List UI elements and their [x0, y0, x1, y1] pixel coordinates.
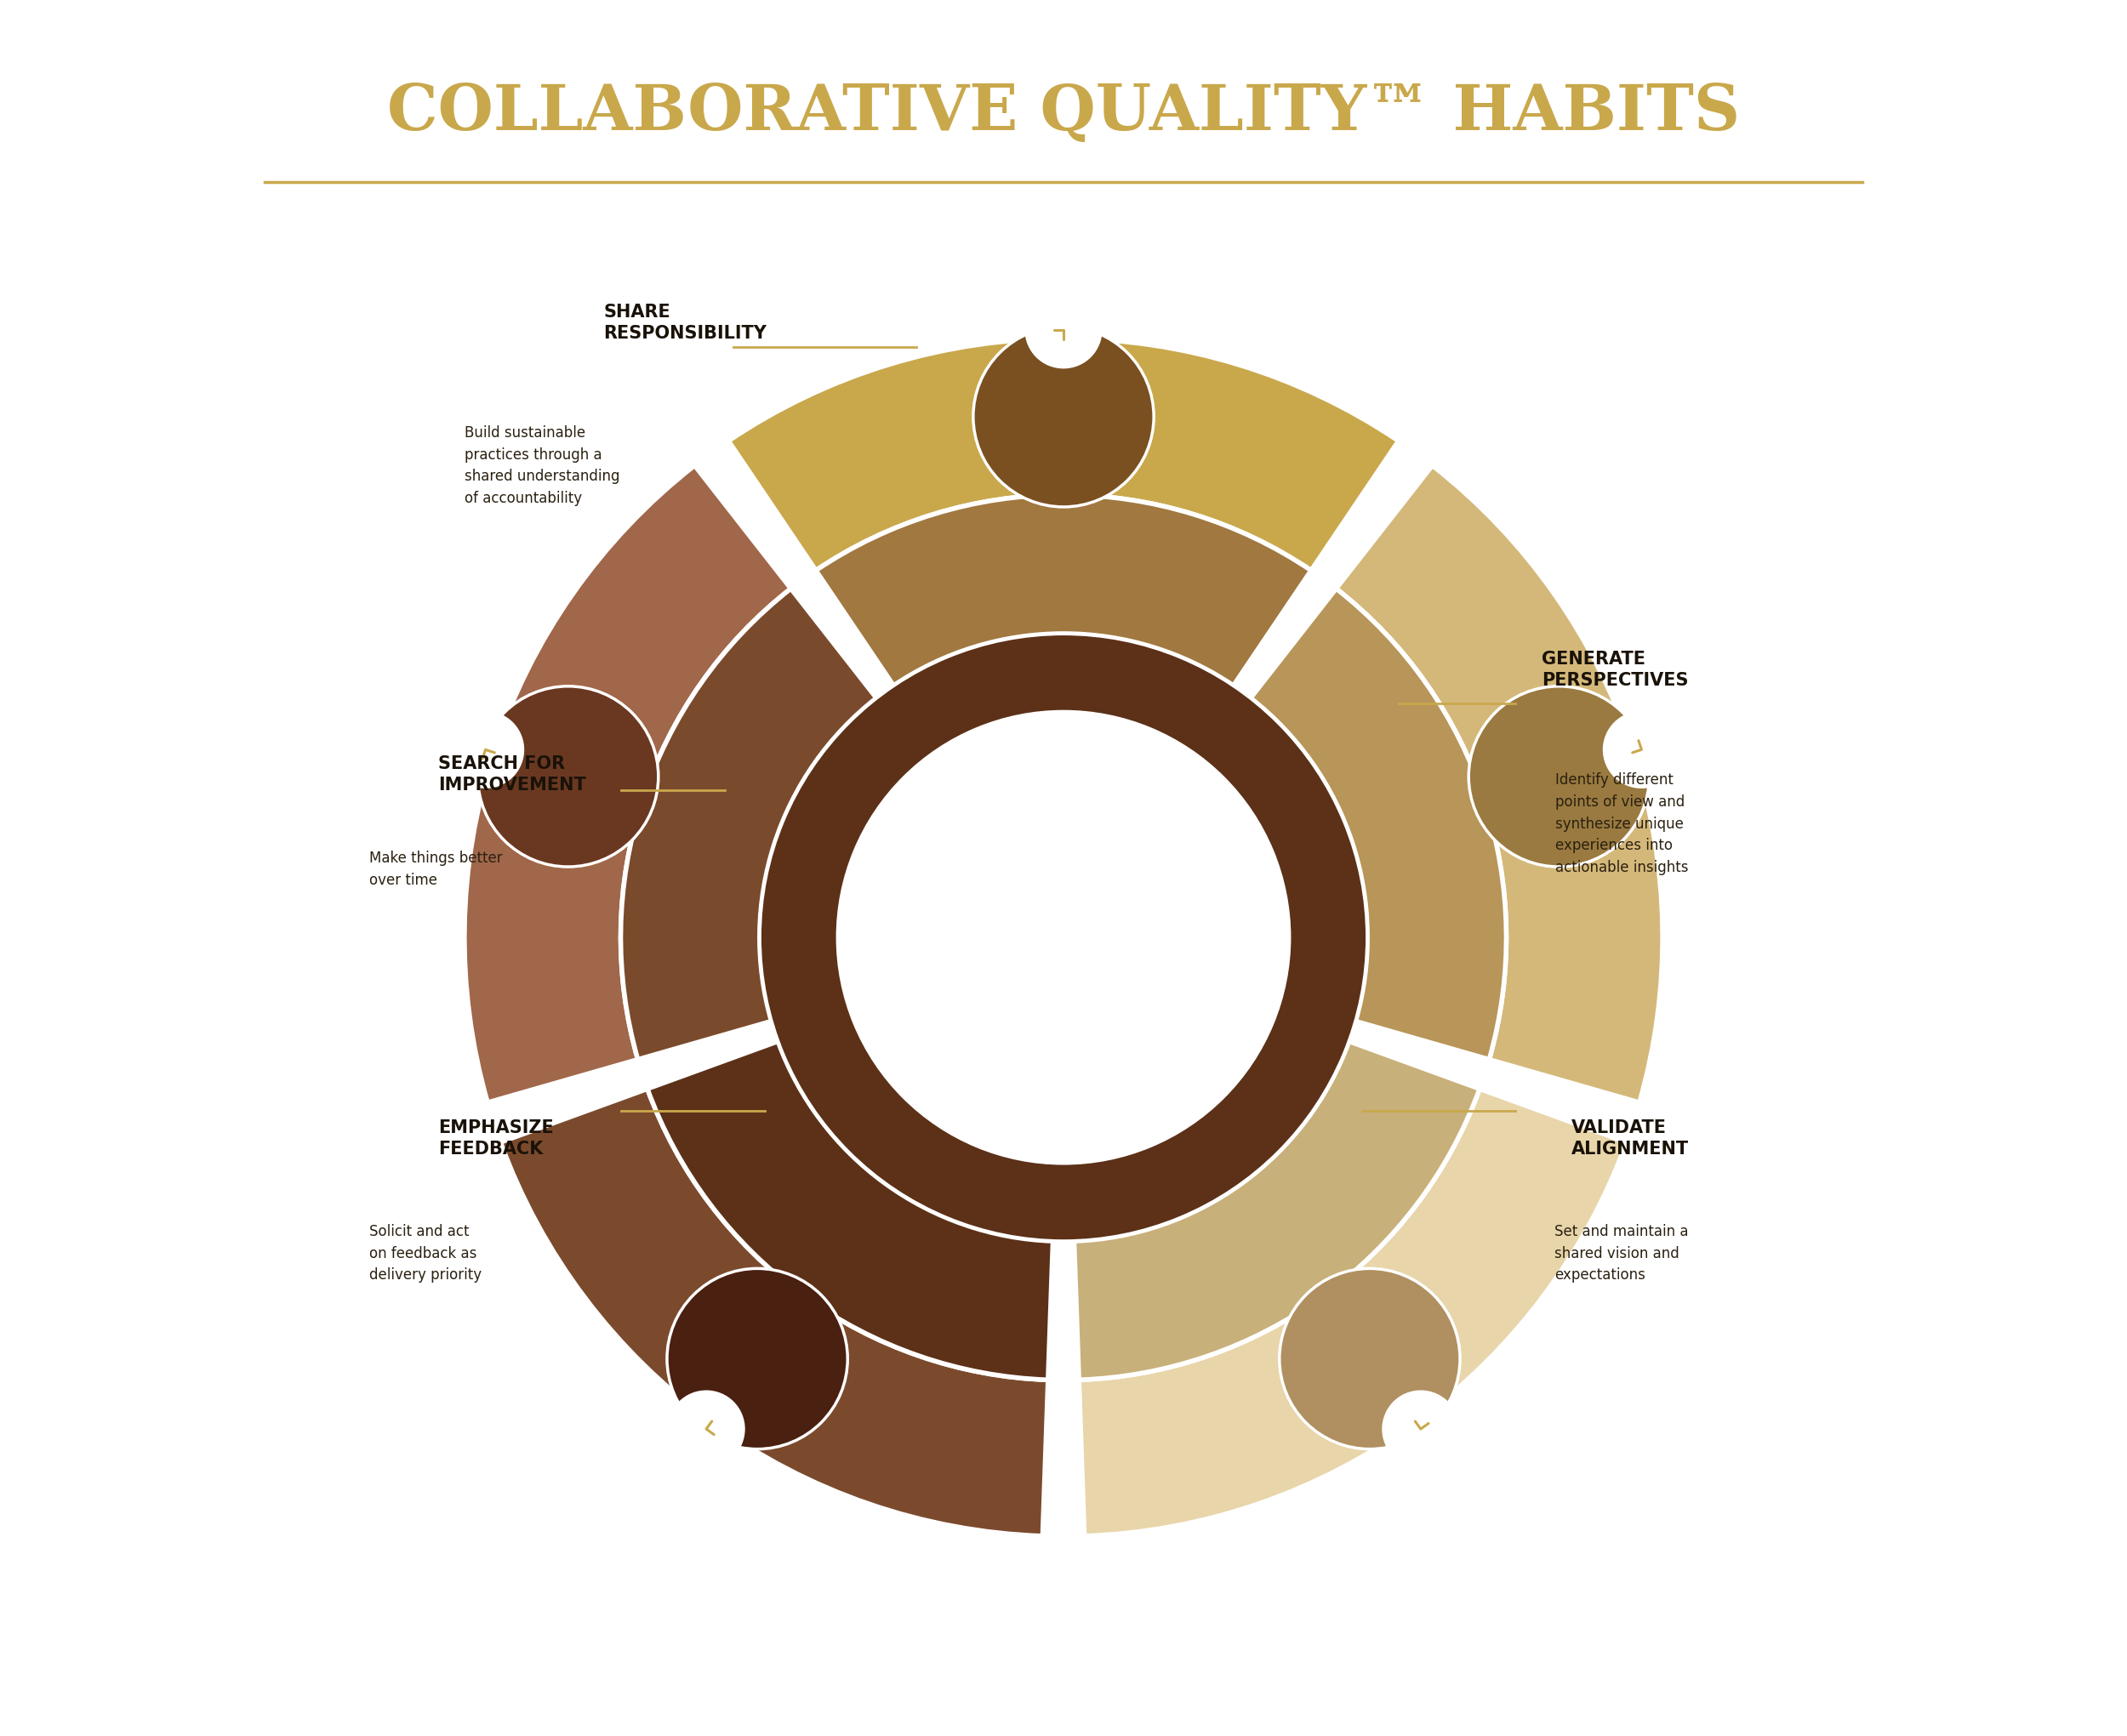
Wedge shape	[1074, 1042, 1480, 1380]
Wedge shape	[759, 634, 1368, 1241]
Text: Identify different
points of view and
synthesize unique
experiences into
actiona: Identify different points of view and sy…	[1555, 773, 1689, 875]
Wedge shape	[817, 495, 1310, 686]
Wedge shape	[1336, 465, 1663, 1102]
Circle shape	[1383, 1391, 1459, 1467]
Text: EMPHASIZE
FEEDBACK: EMPHASIZE FEEDBACK	[438, 1120, 553, 1158]
Circle shape	[1025, 292, 1102, 368]
Text: COLLABORATIVE QUALITY™ HABITS: COLLABORATIVE QUALITY™ HABITS	[387, 82, 1740, 144]
Wedge shape	[1251, 589, 1506, 1059]
Wedge shape	[500, 1088, 1049, 1536]
Wedge shape	[647, 1042, 1053, 1380]
Text: VALIDATE
ALIGNMENT: VALIDATE ALIGNMENT	[1572, 1120, 1689, 1158]
Circle shape	[447, 712, 523, 788]
Circle shape	[479, 686, 659, 866]
Wedge shape	[621, 589, 876, 1059]
Text: GENERATE
PERSPECTIVES: GENERATE PERSPECTIVES	[1542, 651, 1689, 689]
Circle shape	[1280, 1269, 1459, 1450]
Text: SEARCH FOR
IMPROVEMENT: SEARCH FOR IMPROVEMENT	[438, 755, 587, 793]
Circle shape	[1468, 686, 1648, 866]
Circle shape	[838, 712, 1289, 1163]
Text: Build sustainable
practices through a
shared understanding
of accountability: Build sustainable practices through a sh…	[464, 425, 619, 507]
Text: Solicit and act
on feedback as
delivery priority: Solicit and act on feedback as delivery …	[368, 1224, 481, 1283]
Wedge shape	[727, 339, 1400, 571]
Text: SHARE
RESPONSIBILITY: SHARE RESPONSIBILITY	[604, 304, 766, 342]
Circle shape	[668, 1269, 847, 1450]
Text: Make things better
over time: Make things better over time	[368, 851, 502, 887]
Circle shape	[1604, 712, 1680, 788]
Circle shape	[974, 326, 1153, 507]
Wedge shape	[464, 465, 791, 1102]
Text: Set and maintain a
shared vision and
expectations: Set and maintain a shared vision and exp…	[1555, 1224, 1689, 1283]
Circle shape	[668, 1391, 744, 1467]
Wedge shape	[1078, 1088, 1627, 1536]
